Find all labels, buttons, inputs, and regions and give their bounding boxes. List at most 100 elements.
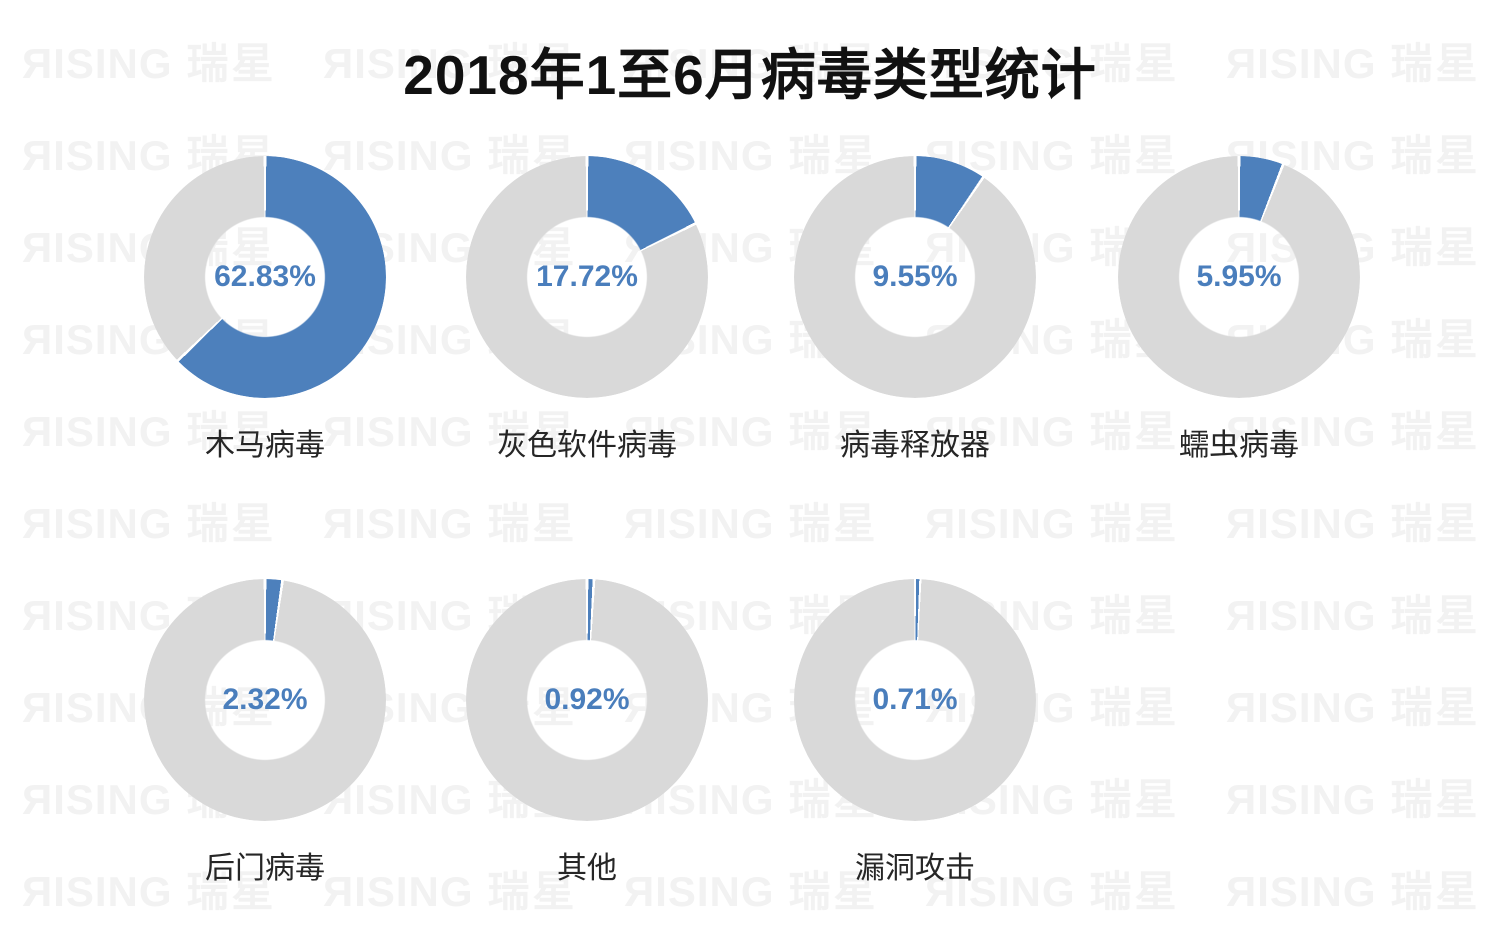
rising-cjk-text: 瑞星 bbox=[1089, 684, 1180, 731]
donut-ring-arc bbox=[466, 156, 708, 398]
donut-percent-label: 17.72% bbox=[536, 260, 638, 293]
rising-logo-text: ЯISING bbox=[323, 500, 474, 547]
rising-brand-watermark: ЯISING 瑞星 bbox=[925, 411, 1180, 453]
donut-ring: 62.83% bbox=[144, 156, 386, 398]
rising-cjk-text: 瑞星 bbox=[788, 408, 879, 455]
rising-logo-text: ЯISING bbox=[624, 868, 775, 915]
donut-percent-label: 0.92% bbox=[544, 683, 630, 716]
rising-brand-watermark: ЯISING 瑞星 bbox=[925, 871, 1180, 913]
donut-chart-cell: 5.95% 蠕虫病毒 bbox=[1109, 156, 1369, 464]
donut-category-label: 木马病毒 bbox=[205, 429, 325, 462]
rising-cjk-text: 瑞星 bbox=[1089, 592, 1180, 639]
donut-ring-arc bbox=[144, 579, 386, 821]
rising-cjk-text: 瑞星 bbox=[186, 40, 277, 87]
rising-brand-watermark: ЯISING 瑞星 bbox=[1226, 503, 1481, 545]
rising-cjk-text: 瑞星 bbox=[186, 868, 277, 915]
rising-brand-watermark: ЯISING 瑞星 bbox=[22, 411, 277, 453]
rising-logo-text: ЯISING bbox=[624, 500, 775, 547]
donut-chart-cell: 62.83% 木马病毒 bbox=[135, 156, 395, 464]
rising-brand-watermark: ЯISING 瑞星 bbox=[624, 43, 879, 85]
rising-logo-text: ЯISING bbox=[925, 500, 1076, 547]
donut-category-label: 蠕虫病毒 bbox=[1179, 429, 1299, 462]
donut-chart-cell: 9.55% 病毒释放器 bbox=[785, 156, 1045, 464]
donut-ring: 9.55% bbox=[794, 156, 1036, 398]
donut-percent-label: 5.95% bbox=[1196, 260, 1282, 293]
chart-title: 2018年1至6月病毒类型统计 bbox=[403, 44, 1097, 106]
rising-cjk-text: 瑞星 bbox=[1390, 316, 1481, 363]
rising-brand-watermark: ЯISING 瑞星 bbox=[22, 503, 277, 545]
rising-logo-text: ЯISING bbox=[624, 40, 775, 87]
donut-chart-cell: 0.71% 漏洞攻击 bbox=[785, 579, 1045, 887]
rising-logo-text: ЯISING bbox=[22, 132, 173, 179]
donut-category-label: 漏洞攻击 bbox=[855, 852, 975, 885]
donut-chart-cell: 2.32% 后门病毒 bbox=[135, 579, 395, 887]
donut-ring-arc bbox=[466, 579, 708, 821]
rising-cjk-text: 瑞星 bbox=[788, 868, 879, 915]
rising-brand-watermark: ЯISING 瑞星 bbox=[323, 411, 578, 453]
rising-logo-text: ЯISING bbox=[1226, 776, 1377, 823]
rising-cjk-text: 瑞星 bbox=[1089, 776, 1180, 823]
rising-cjk-text: 瑞星 bbox=[1089, 408, 1180, 455]
rising-logo-text: ЯISING bbox=[925, 868, 1076, 915]
rising-brand-watermark: ЯISING 瑞星 bbox=[925, 43, 1180, 85]
rising-brand-watermark: ЯISING 瑞星 bbox=[1226, 871, 1481, 913]
rising-cjk-text: 瑞星 bbox=[1089, 40, 1180, 87]
rising-brand-watermark: ЯISING 瑞星 bbox=[624, 411, 879, 453]
rising-logo-text: ЯISING bbox=[22, 868, 173, 915]
rising-cjk-text: 瑞星 bbox=[1089, 500, 1180, 547]
rising-cjk-text: 瑞星 bbox=[1390, 684, 1481, 731]
donut-category-label: 病毒释放器 bbox=[840, 429, 990, 462]
rising-logo-text: ЯISING bbox=[1226, 40, 1377, 87]
rising-logo-text: ЯISING bbox=[1226, 500, 1377, 547]
donut-ring-arc bbox=[794, 156, 1036, 398]
rising-logo-text: ЯISING bbox=[925, 40, 1076, 87]
rising-logo-text: ЯISING bbox=[1226, 868, 1377, 915]
rising-brand-watermark: ЯISING 瑞星 bbox=[925, 503, 1180, 545]
rising-cjk-text: 瑞星 bbox=[487, 500, 578, 547]
rising-cjk-text: 瑞星 bbox=[1089, 868, 1180, 915]
rising-cjk-text: 瑞星 bbox=[1390, 776, 1481, 823]
donut-ring: 5.95% bbox=[1118, 156, 1360, 398]
rising-logo-text: ЯISING bbox=[323, 868, 474, 915]
rising-cjk-text: 瑞星 bbox=[487, 868, 578, 915]
rising-cjk-text: 瑞星 bbox=[1390, 868, 1481, 915]
rising-cjk-text: 瑞星 bbox=[1390, 500, 1481, 547]
rising-cjk-text: 瑞星 bbox=[1390, 132, 1481, 179]
rising-cjk-text: 瑞星 bbox=[186, 500, 277, 547]
rising-logo-text: ЯISING bbox=[1226, 408, 1377, 455]
rising-cjk-text: 瑞星 bbox=[788, 40, 879, 87]
rising-brand-watermark: ЯISING 瑞星 bbox=[323, 43, 578, 85]
rising-cjk-text: 瑞星 bbox=[186, 408, 277, 455]
donut-percent-label: 2.32% bbox=[222, 683, 308, 716]
rising-cjk-text: 瑞星 bbox=[1390, 408, 1481, 455]
rising-cjk-text: 瑞星 bbox=[1390, 224, 1481, 271]
donut-ring-arc bbox=[144, 156, 386, 398]
rising-logo-text: ЯISING bbox=[22, 408, 173, 455]
rising-logo-text: ЯISING bbox=[624, 132, 775, 179]
rising-brand-watermark: ЯISING 瑞星 bbox=[1226, 411, 1481, 453]
rising-logo-text: ЯISING bbox=[624, 408, 775, 455]
donut-ring: 0.92% bbox=[466, 579, 708, 821]
rising-cjk-text: 瑞星 bbox=[487, 408, 578, 455]
rising-cjk-text: 瑞星 bbox=[487, 40, 578, 87]
rising-logo-text: ЯISING bbox=[22, 776, 173, 823]
rising-logo-text: ЯISING bbox=[22, 316, 173, 363]
rising-cjk-text: 瑞星 bbox=[1390, 592, 1481, 639]
rising-logo-text: ЯISING bbox=[1226, 684, 1377, 731]
donut-ring-arc bbox=[794, 579, 1036, 821]
donut-category-label: 后门病毒 bbox=[205, 852, 325, 885]
rising-brand-watermark: ЯISING 瑞星 bbox=[1226, 779, 1481, 821]
rising-logo-text: ЯISING bbox=[323, 40, 474, 87]
rising-logo-text: ЯISING bbox=[323, 408, 474, 455]
donut-percent-label: 62.83% bbox=[214, 260, 316, 293]
donut-percent-label: 9.55% bbox=[872, 260, 958, 293]
rising-logo-text: ЯISING bbox=[925, 408, 1076, 455]
rising-logo-text: ЯISING bbox=[22, 40, 173, 87]
rising-logo-text: ЯISING bbox=[22, 500, 173, 547]
